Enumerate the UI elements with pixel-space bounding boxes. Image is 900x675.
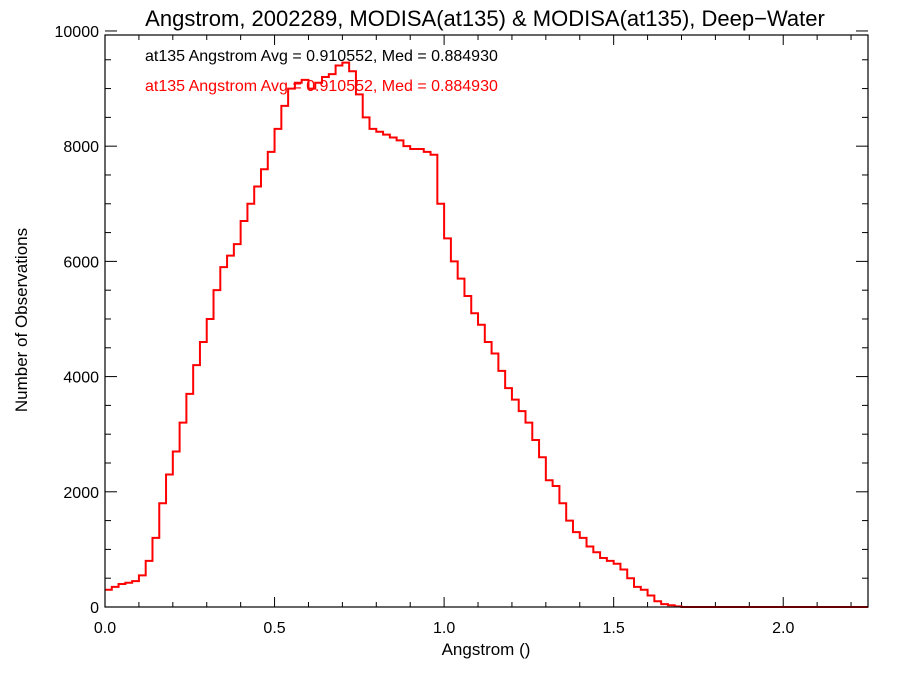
axis-ticks: 0.0 0.5 1.0 1.5 2.0 0 2000 4000 6000 8000 10000 xyxy=(55,24,868,637)
y-axis-label: Number of Observations xyxy=(12,228,31,412)
plot-frame xyxy=(104,34,869,608)
x-tick-label: 0.5 xyxy=(263,620,285,637)
x-tick-label: 1.5 xyxy=(603,620,625,637)
y-tick-label: 10000 xyxy=(55,24,100,41)
x-tick-label: 1.0 xyxy=(433,620,455,637)
histogram-series-line xyxy=(105,61,868,608)
y-tick-label: 4000 xyxy=(63,370,99,387)
series-layer xyxy=(105,61,868,608)
y-tick-label: 2000 xyxy=(63,485,99,502)
x-axis-label: Angstrom () xyxy=(442,640,531,659)
y-tick-label: 6000 xyxy=(63,254,99,271)
chart-title: Angstrom, 2002289, MODISA(at135) & MODIS… xyxy=(145,6,825,31)
y-tick-label: 8000 xyxy=(63,139,99,156)
y-tick-label: 0 xyxy=(90,600,99,617)
x-tick-label: 2.0 xyxy=(772,620,794,637)
legend-annotation-red: at135 Angstrom Avg = 0.910552, Med = 0.8… xyxy=(145,78,498,95)
x-tick-label: 0.0 xyxy=(94,620,116,637)
legend-annotation-black: at135 Angstrom Avg = 0.910552, Med = 0.8… xyxy=(145,48,498,65)
